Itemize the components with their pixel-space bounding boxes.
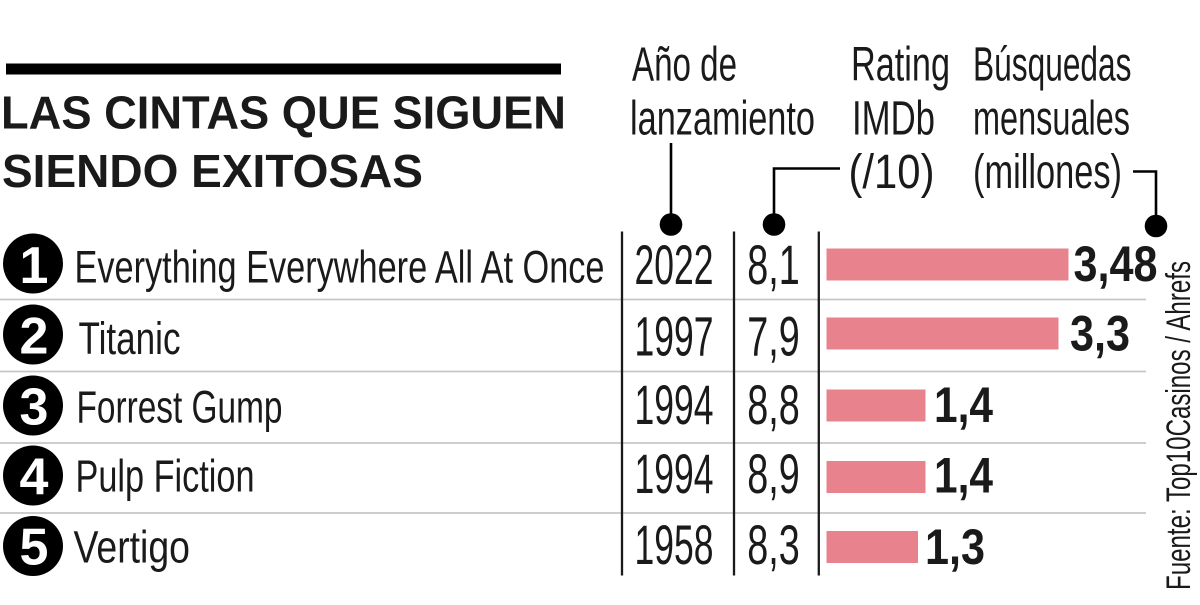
svg-text:Año de: Año de <box>632 39 737 92</box>
svg-text:1,4: 1,4 <box>934 448 993 504</box>
svg-text:Vertigo: Vertigo <box>74 522 191 573</box>
svg-text:8,9: 8,9 <box>747 443 800 505</box>
svg-text:1,3: 1,3 <box>925 519 985 575</box>
svg-text:Titanic: Titanic <box>79 313 181 364</box>
svg-text:7,9: 7,9 <box>747 306 800 368</box>
svg-text:lanzamiento: lanzamiento <box>630 93 815 146</box>
svg-text:8,1: 8,1 <box>747 234 800 296</box>
svg-text:5: 5 <box>20 519 49 577</box>
svg-text:1: 1 <box>20 237 49 295</box>
svg-text:SIENDO EXITOSAS: SIENDO EXITOSAS <box>2 145 423 197</box>
svg-text:3: 3 <box>20 379 49 437</box>
svg-text:IMDb: IMDb <box>852 93 935 146</box>
svg-text:Pulp Fiction: Pulp Fiction <box>76 451 255 502</box>
svg-text:8,3: 8,3 <box>747 514 800 576</box>
svg-text:Búsquedas: Búsquedas <box>973 39 1132 92</box>
svg-text:Fuente: Top10Casinos / Ahrefs: Fuente: Top10Casinos / Ahrefs <box>1160 261 1198 590</box>
svg-text:(millones): (millones) <box>973 146 1122 199</box>
svg-text:1958: 1958 <box>635 514 714 576</box>
svg-text:8,8: 8,8 <box>747 374 800 436</box>
svg-text:4: 4 <box>20 449 49 507</box>
svg-text:Everything Everywhere All At O: Everything Everywhere All At Once <box>75 242 605 293</box>
svg-text:3,3: 3,3 <box>1070 306 1130 362</box>
svg-text:Forrest Gump: Forrest Gump <box>77 382 283 433</box>
svg-text:1994: 1994 <box>635 443 714 505</box>
svg-text:Rating: Rating <box>851 39 950 92</box>
svg-text:2022: 2022 <box>635 234 714 296</box>
svg-text:1,4: 1,4 <box>934 377 993 433</box>
svg-text:LAS CINTAS QUE SIGUEN: LAS CINTAS QUE SIGUEN <box>1 87 566 139</box>
svg-text:(/10): (/10) <box>849 146 935 199</box>
svg-text:1997: 1997 <box>635 306 714 368</box>
svg-text:1994: 1994 <box>635 374 714 436</box>
svg-text:3,48: 3,48 <box>1074 236 1158 292</box>
svg-text:mensuales: mensuales <box>973 93 1130 146</box>
svg-text:2: 2 <box>20 308 49 366</box>
